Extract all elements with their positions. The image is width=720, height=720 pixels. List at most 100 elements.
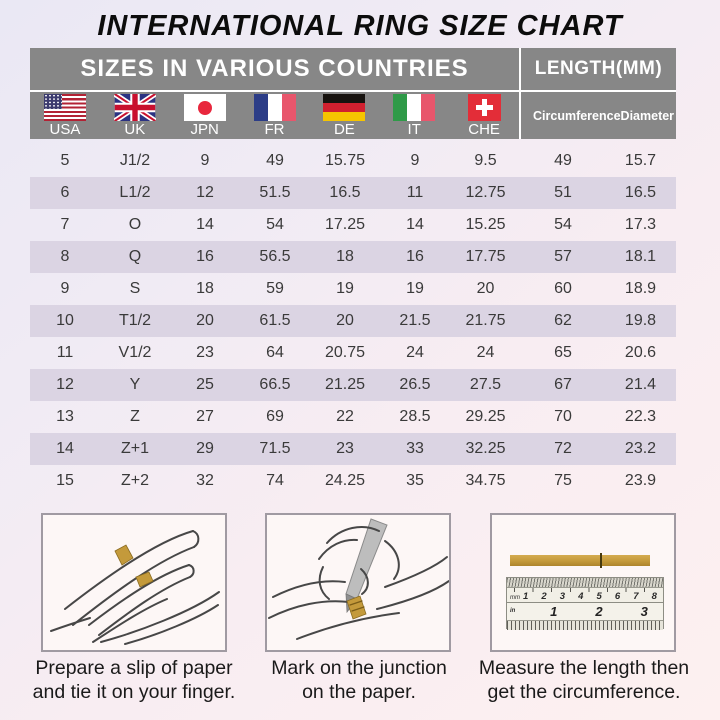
diameter-column-header: Diameter bbox=[620, 108, 675, 123]
table-cell: 16.5 bbox=[329, 184, 361, 201]
countries-group-header: SIZES IN VARIOUS COUNTRIES bbox=[30, 48, 521, 90]
table-cell: 71.5 bbox=[259, 440, 291, 457]
japan-flag-icon bbox=[183, 94, 226, 121]
table-cell: 60 bbox=[554, 280, 572, 297]
column-header-jpn: JPN bbox=[170, 92, 240, 139]
table-cell: 16.5 bbox=[624, 184, 657, 201]
table-cell: 14 bbox=[406, 216, 424, 233]
table-row: 11 V1/2 23 64 20.75 24 24 65 20.6 bbox=[30, 337, 676, 369]
page-title: INTERNATIONAL RING SIZE CHART bbox=[97, 10, 623, 42]
table-cell: 22.3 bbox=[624, 408, 657, 425]
paper-strip-illustration bbox=[510, 553, 650, 568]
instruction-box-tie-paper bbox=[41, 513, 227, 652]
table-cell: 5 bbox=[60, 152, 70, 169]
table-cell: 18.9 bbox=[624, 280, 657, 297]
column-header-de: DE bbox=[309, 92, 379, 139]
length-subheaders: Circumference Diameter bbox=[521, 92, 682, 139]
table-cell: 15 bbox=[56, 472, 74, 489]
table-cell: 18 bbox=[196, 280, 214, 297]
column-header-che: CHE bbox=[449, 92, 519, 139]
table-cell: 18 bbox=[336, 248, 354, 265]
table-cell: 61.5 bbox=[259, 312, 291, 329]
table-row: 9 S 18 59 19 19 20 60 18.9 bbox=[30, 273, 676, 305]
table-cell: 17.75 bbox=[465, 248, 506, 265]
ruler-hatch-band bbox=[507, 578, 663, 588]
table-cell: 18.1 bbox=[624, 248, 657, 265]
ruler-unit-mm: mm bbox=[510, 595, 520, 601]
table-cell: 57 bbox=[554, 248, 572, 265]
table-row: 14 Z+1 29 71.5 23 33 32.25 72 23.2 bbox=[30, 433, 676, 465]
table-cell: 23.9 bbox=[624, 472, 657, 489]
marking-pen-hand-illustration bbox=[268, 518, 449, 640]
table-cell: T1/2 bbox=[118, 312, 151, 329]
caption-measure: Measure the length then get the circumfer… bbox=[478, 657, 690, 703]
table-cell: 12 bbox=[196, 184, 214, 201]
table-cell: 12 bbox=[56, 376, 74, 393]
table-row: 7 O 14 54 17.25 14 15.25 54 17.3 bbox=[30, 209, 676, 241]
switzerland-flag-icon bbox=[467, 94, 501, 121]
table-cell: 9 bbox=[200, 152, 210, 169]
table-row: 10 T1/2 20 61.5 20 21.5 21.75 62 19.8 bbox=[30, 305, 676, 337]
table-cell: 64 bbox=[266, 344, 284, 361]
flag-label: CHE bbox=[468, 121, 500, 138]
table-cell: 20 bbox=[336, 312, 354, 329]
table-cell: V1/2 bbox=[118, 344, 152, 361]
table-cell: 70 bbox=[554, 408, 572, 425]
table-cell: 21.25 bbox=[324, 376, 366, 393]
table-row: 13 Z 27 69 22 28.5 29.25 70 22.3 bbox=[30, 401, 676, 433]
table-cell: 10 bbox=[56, 312, 74, 329]
table-row: 6 L1/2 12 51.5 16.5 11 12.75 51 16.5 bbox=[30, 177, 676, 209]
table-cell: 16 bbox=[406, 248, 424, 265]
table-cell: 20.75 bbox=[324, 344, 366, 361]
table-cell: 8 bbox=[60, 248, 70, 265]
table-cell: 29 bbox=[196, 440, 214, 457]
table-cell: Y bbox=[129, 376, 141, 393]
table-cell: 69 bbox=[266, 408, 284, 425]
column-header-it: IT bbox=[379, 92, 449, 139]
table-cell: 6 bbox=[60, 184, 70, 201]
column-header-usa: USA bbox=[30, 92, 100, 139]
table-cell: 19.8 bbox=[624, 312, 657, 329]
italy-flag-icon bbox=[393, 94, 436, 121]
ruler-inch-scale: in 1 2 3 bbox=[507, 603, 663, 620]
table-header: SIZES IN VARIOUS COUNTRIES LENGTH(MM) US… bbox=[30, 48, 676, 139]
table-cell: 66.5 bbox=[259, 376, 291, 393]
table-cell: 15.7 bbox=[624, 152, 657, 169]
table-cell: 27.5 bbox=[469, 376, 502, 393]
table-cell: Z+1 bbox=[120, 440, 149, 457]
table-cell: 67 bbox=[554, 376, 572, 393]
france-flag-icon bbox=[253, 94, 296, 121]
table-cell: 7 bbox=[60, 216, 70, 233]
table-cell: Z+2 bbox=[120, 472, 149, 489]
table-row: 5 J1/2 9 49 15.75 9 9.5 49 15.7 bbox=[30, 145, 676, 177]
table-cell: 13 bbox=[56, 408, 74, 425]
table-cell: 27 bbox=[196, 408, 214, 425]
table-cell: 21.5 bbox=[399, 312, 431, 329]
table-cell: 54 bbox=[554, 216, 572, 233]
table-cell: 24.25 bbox=[324, 472, 366, 489]
table-cell: 16 bbox=[196, 248, 214, 265]
flag-label: DE bbox=[333, 121, 355, 138]
table-cell: 11 bbox=[406, 184, 424, 201]
table-cell: 26.5 bbox=[399, 376, 431, 393]
table-cell: 62 bbox=[554, 312, 572, 329]
flag-label: UK bbox=[124, 121, 146, 138]
table-cell: 15.75 bbox=[324, 152, 366, 169]
table-cell: 20 bbox=[196, 312, 214, 329]
table-cell: 32.25 bbox=[465, 440, 506, 457]
table-cell: 15.25 bbox=[465, 216, 506, 233]
table-cell: 51.5 bbox=[259, 184, 291, 201]
table-cell: 24 bbox=[406, 344, 424, 361]
table-cell: Q bbox=[128, 248, 142, 265]
table-cell: J1/2 bbox=[119, 152, 151, 169]
table-cell: 9 bbox=[60, 280, 70, 297]
table-cell: 74 bbox=[266, 472, 284, 489]
caption-mark-junction: Mark on the junction on the paper. bbox=[271, 657, 447, 703]
flag-header-row: USA UK JPN bbox=[30, 92, 521, 139]
table-cell: 23 bbox=[196, 344, 214, 361]
instruction-box-mark-junction bbox=[265, 513, 451, 652]
table-cell: 14 bbox=[196, 216, 214, 233]
table-cell: 32 bbox=[196, 472, 214, 489]
table-cell: L1/2 bbox=[119, 184, 151, 201]
